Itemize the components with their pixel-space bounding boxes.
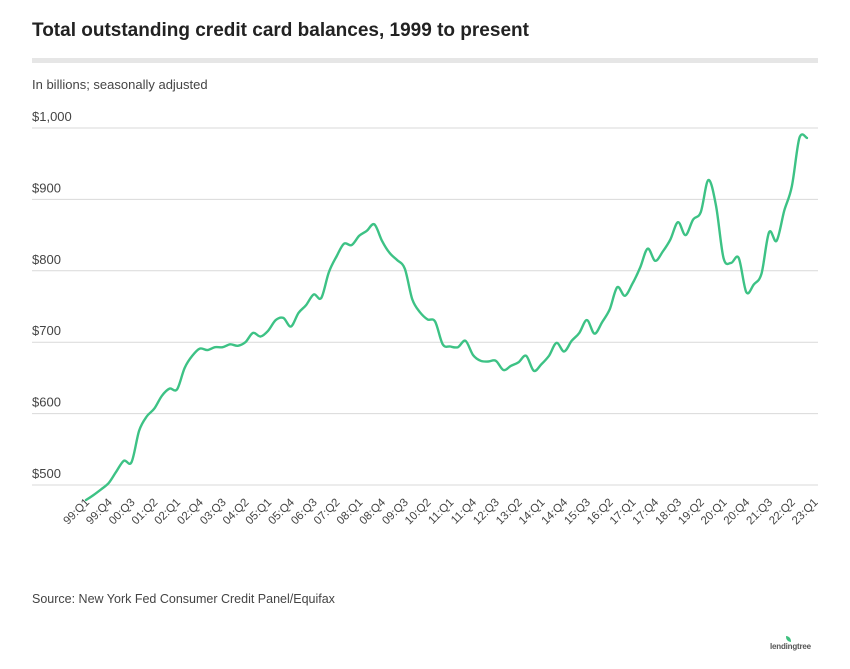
y-tick-label: $900 <box>32 180 61 195</box>
series-line <box>84 133 809 502</box>
chart-title: Total outstanding credit card balances, … <box>32 20 529 41</box>
y-tick-label: $700 <box>32 323 61 338</box>
chart-subtitle: In billions; seasonally adjusted <box>32 77 208 92</box>
y-tick-label: $1,000 <box>32 109 72 124</box>
lendingtree-logo: lendingtree <box>770 642 811 651</box>
y-tick-label: $500 <box>32 466 61 481</box>
lendingtree-leaf-icon <box>786 636 791 642</box>
source-note: Source: New York Fed Consumer Credit Pan… <box>32 592 335 606</box>
x-tick-label: 10:Q2 <box>403 497 434 528</box>
line-chart: $500$600$700$800$900$1,00099:Q199:Q400:Q… <box>32 109 821 528</box>
title-divider <box>32 58 818 63</box>
y-tick-label: $800 <box>32 252 61 267</box>
y-tick-label: $600 <box>32 395 61 410</box>
x-tick-label: 23:Q1 <box>790 497 821 528</box>
